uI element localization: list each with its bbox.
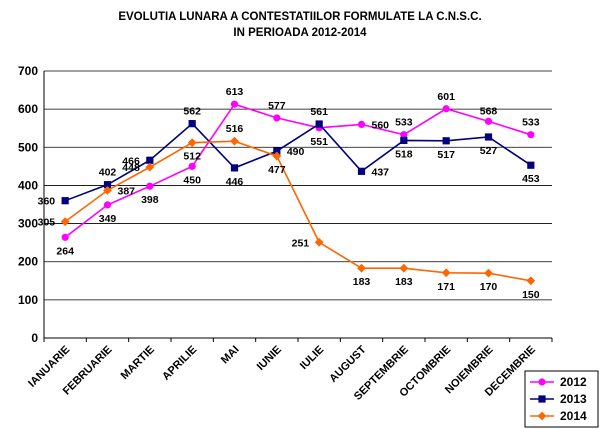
point-2012 xyxy=(146,182,154,190)
y-tick-label: 600 xyxy=(18,102,38,116)
data-label-2012: 349 xyxy=(99,213,117,225)
point-2012 xyxy=(484,117,493,125)
point-2014 xyxy=(484,268,493,278)
data-label-2012: 577 xyxy=(268,100,286,112)
data-label-2014: 170 xyxy=(480,281,498,293)
point-2014 xyxy=(441,268,451,278)
data-label-2012: 601 xyxy=(437,91,455,103)
point-2014 xyxy=(187,138,197,148)
point-2012 xyxy=(103,201,112,209)
data-label-2014: 512 xyxy=(183,151,201,163)
y-tick-label: 100 xyxy=(18,293,38,307)
point-2014 xyxy=(357,263,366,273)
y-tick-label: 700 xyxy=(18,64,38,78)
y-tick-label: 400 xyxy=(18,178,38,192)
point-2013 xyxy=(61,197,69,205)
data-label-2014: 251 xyxy=(292,237,310,249)
data-label-2012: 613 xyxy=(226,86,244,98)
gridlines xyxy=(44,70,552,301)
data-label-2012: 568 xyxy=(480,105,498,117)
legend-label-2014: 2014 xyxy=(560,409,587,423)
point-2013 xyxy=(188,120,196,128)
data-label-2012: 450 xyxy=(183,174,201,186)
data-labels: 264 349 398 450 613 577 551 560 533 601 568 533 360 4… xyxy=(38,86,540,301)
data-label-2014: 516 xyxy=(226,123,244,135)
y-tick-label: 0 xyxy=(31,331,38,345)
data-label-2013: 402 xyxy=(99,167,117,179)
data-label-2014: 387 xyxy=(118,185,136,197)
point-2012 xyxy=(442,105,450,113)
point-2012 xyxy=(273,114,281,122)
legend-label-2013: 2013 xyxy=(560,392,587,406)
series-line-2014 xyxy=(64,140,531,282)
data-label-2012: 264 xyxy=(56,245,74,257)
legend-marker-2013 xyxy=(538,395,546,403)
y-tick-label: 200 xyxy=(18,255,38,269)
point-2014 xyxy=(399,263,409,273)
data-label-2014: 305 xyxy=(38,217,56,229)
point-2012 xyxy=(230,100,239,108)
point-2013 xyxy=(484,133,493,141)
point-2012 xyxy=(61,233,69,241)
data-label-2013: 360 xyxy=(38,196,56,208)
point-2012 xyxy=(188,162,196,170)
data-label-2013: 527 xyxy=(480,145,498,157)
data-label-2012: 533 xyxy=(522,117,540,129)
data-label-2013: 446 xyxy=(226,176,244,188)
series-line-2012 xyxy=(64,103,532,238)
point-2013 xyxy=(527,161,535,169)
point-2014 xyxy=(314,237,324,247)
series-lines xyxy=(60,100,536,286)
point-2012 xyxy=(527,131,535,139)
point-2013 xyxy=(400,136,408,145)
point-2014 xyxy=(272,151,282,161)
point-2012 xyxy=(400,131,408,139)
point-2013 xyxy=(103,181,112,189)
data-label-2013: 437 xyxy=(372,166,390,178)
point-2014 xyxy=(60,217,70,227)
series-line-2013 xyxy=(64,122,532,202)
legend-marker-2012 xyxy=(538,378,546,386)
data-label-2012: 560 xyxy=(372,119,390,131)
point-2014 xyxy=(230,136,239,146)
y-tick-label: 500 xyxy=(18,140,38,154)
data-label-2012: 533 xyxy=(395,117,413,129)
data-label-2014: 477 xyxy=(268,164,286,176)
data-label-2014: 183 xyxy=(395,276,413,288)
legend: 2012 2013 2014 xyxy=(524,370,599,428)
data-label-2014: 448 xyxy=(122,162,140,174)
point-2014 xyxy=(145,162,155,172)
point-2014 xyxy=(526,276,536,286)
y-tick-label: 300 xyxy=(18,217,38,231)
point-2014 xyxy=(103,185,112,195)
data-label-2014: 183 xyxy=(353,276,371,288)
data-label-2013: 490 xyxy=(287,146,305,158)
point-2013 xyxy=(442,137,450,145)
data-label-2014: 150 xyxy=(522,289,540,301)
point-2013 xyxy=(315,120,323,128)
legend-marker-2014 xyxy=(537,411,547,421)
point-2013 xyxy=(146,156,154,164)
data-label-2013: 561 xyxy=(310,106,328,118)
chart-subtitle: IN PERIOADA 2012-2014 xyxy=(233,27,367,39)
chart-title: EVOLUTIA LUNARA A CONTESTATIILOR FORMULA… xyxy=(118,11,481,23)
data-label-2013: 466 xyxy=(122,155,140,167)
legend-label-2012: 2012 xyxy=(560,375,587,389)
data-label-2012: 398 xyxy=(141,194,159,206)
point-2013 xyxy=(273,147,281,155)
point-2013 xyxy=(230,164,239,172)
data-label-2013: 562 xyxy=(183,106,201,118)
point-2013 xyxy=(357,167,366,175)
data-label-2013: 518 xyxy=(395,148,413,160)
point-2012 xyxy=(357,120,366,128)
data-label-2013: 517 xyxy=(437,149,455,161)
data-label-2012: 551 xyxy=(310,136,328,148)
data-label-2014: 171 xyxy=(437,281,455,293)
data-label-2013: 453 xyxy=(522,173,540,185)
